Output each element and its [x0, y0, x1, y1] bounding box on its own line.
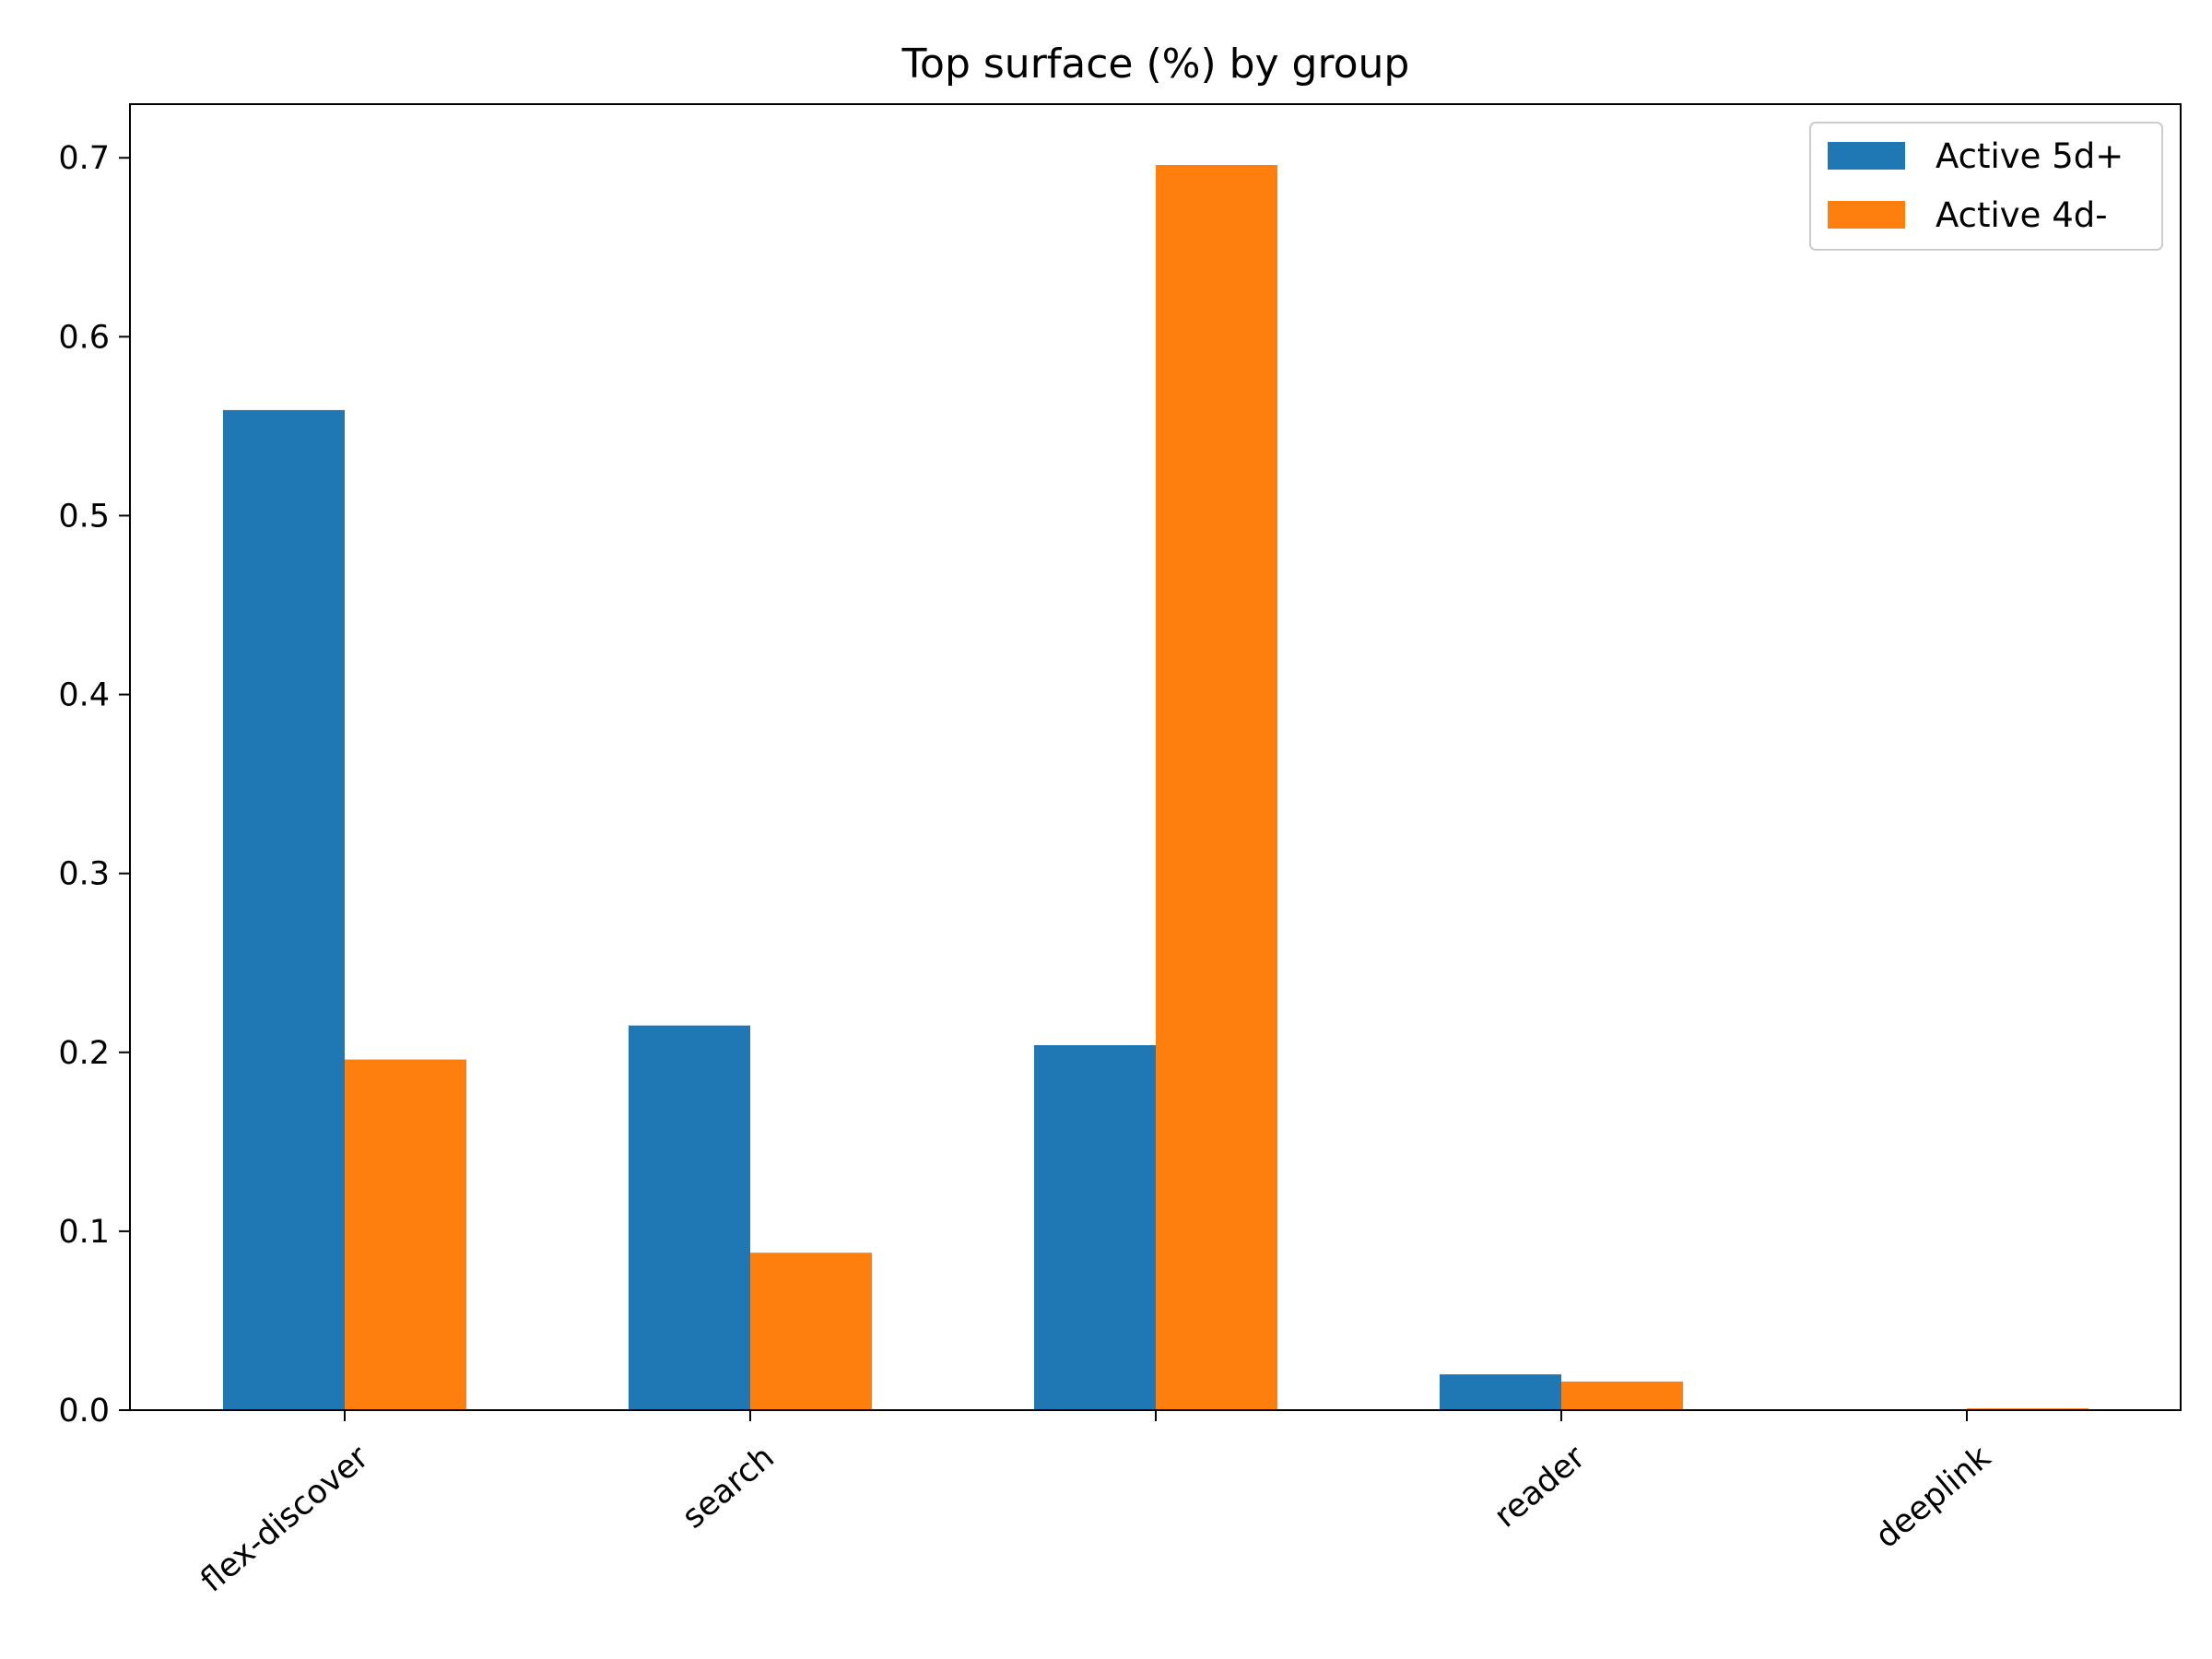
x-tick-label-search: search [676, 1439, 782, 1535]
x-tick-label-reader: reader [1488, 1439, 1593, 1535]
bar-active-5d-flex-discover [223, 409, 345, 1411]
y-tick-label: 0.6 [58, 319, 110, 356]
bar-active-4d-reader [1561, 1381, 1683, 1410]
chart-title: Top surface (%) by group [901, 41, 1410, 88]
y-tick-label: 0.3 [58, 856, 110, 893]
bar-active-4d-search [750, 1253, 872, 1410]
legend-swatch-active-5d [1828, 142, 1905, 170]
plot-frame [129, 103, 2182, 1411]
y-tick-label: 0.0 [58, 1393, 110, 1430]
y-tick-label: 0.7 [58, 140, 110, 177]
bar-active-5d-search [629, 1025, 750, 1410]
bar-active-5d-blank [1034, 1045, 1156, 1410]
bar-active-5d-reader [1440, 1374, 1561, 1410]
y-tick-label: 0.5 [58, 498, 110, 535]
bars [223, 164, 2088, 1411]
bar-active-4d-blank [1156, 164, 1277, 1410]
y-tick-label: 0.1 [58, 1214, 110, 1251]
x-axis: flex-discover search reader deeplink [194, 1410, 1999, 1600]
y-tick-label: 0.4 [58, 677, 110, 714]
x-tick-label-flex-discover: flex-discover [194, 1439, 377, 1600]
x-tick-label-deeplink: deeplink [1869, 1439, 1999, 1556]
legend-label-active-5d: Active 5d+ [1936, 136, 2124, 176]
legend: Active 5d+ Active 4d- [1809, 122, 2163, 251]
legend-label-active-4d: Active 4d- [1936, 195, 2108, 235]
legend-swatch-active-4d [1828, 201, 1905, 229]
bar-active-4d-flex-discover [345, 1059, 466, 1410]
y-axis: 0.0 0.1 0.2 0.3 0.4 0.5 0.6 0.7 [58, 140, 130, 1430]
y-tick-label: 0.2 [58, 1035, 110, 1072]
